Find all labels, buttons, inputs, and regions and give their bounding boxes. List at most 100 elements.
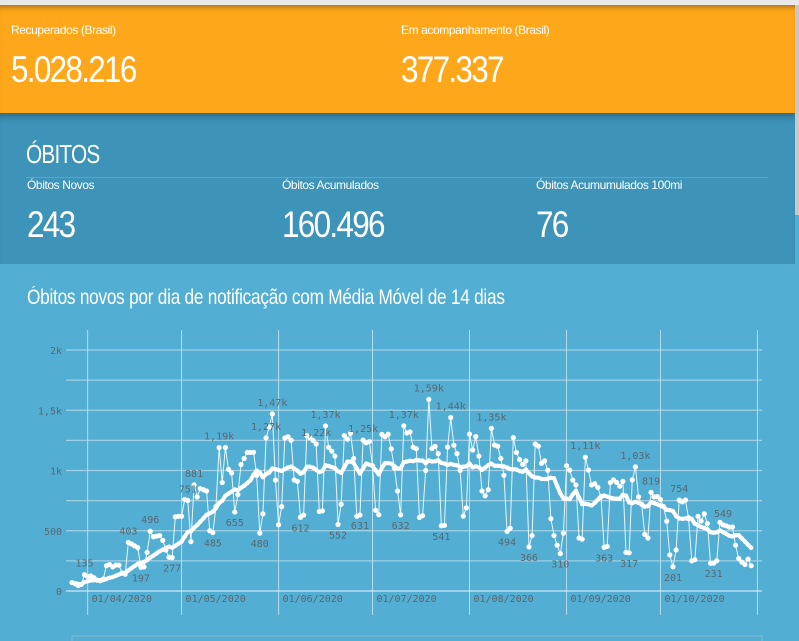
recovered-panel: Recuperados (Brasil) 5.028.216 Em acompa… xyxy=(0,5,795,113)
moving-average-point xyxy=(436,458,441,463)
y-tick-label: 500 xyxy=(44,527,62,538)
daily-point xyxy=(563,463,570,469)
daily-point xyxy=(664,518,670,524)
moving-average-point xyxy=(733,533,738,538)
daily-point xyxy=(501,472,507,478)
moving-average-point xyxy=(705,526,710,532)
daily-point xyxy=(250,449,257,455)
daily-point xyxy=(682,497,689,503)
daily-point xyxy=(445,444,451,450)
moving-average-point xyxy=(567,497,572,502)
moving-average-point xyxy=(148,555,153,560)
daily-point xyxy=(310,437,316,443)
moving-average-point xyxy=(220,498,225,503)
daily-point xyxy=(701,511,707,517)
daily-point xyxy=(526,544,532,550)
moving-average-point xyxy=(476,464,482,470)
y-tick-label: 0 xyxy=(56,587,62,598)
moving-average-point xyxy=(245,480,250,486)
data-label: 1,25k xyxy=(348,424,378,435)
moving-average-point xyxy=(395,466,400,471)
data-label: 541 xyxy=(432,532,450,543)
x-tick-label: 01/04/2020 xyxy=(92,594,152,605)
daily-point xyxy=(238,461,244,468)
moving-average-point xyxy=(198,519,203,524)
moving-average-point xyxy=(464,464,469,469)
daily-point xyxy=(366,438,372,445)
x-tick-label: 01/06/2020 xyxy=(283,594,343,605)
moving-average-point xyxy=(539,476,544,482)
moving-average-point xyxy=(526,471,532,476)
daily-point xyxy=(191,482,197,488)
data-label: 1,37k xyxy=(310,410,340,421)
daily-point xyxy=(407,429,413,435)
daily-point xyxy=(604,543,610,550)
moving-average-point xyxy=(144,557,150,563)
moving-average-point xyxy=(260,475,266,480)
daily-point xyxy=(419,513,426,519)
daily-point xyxy=(573,482,579,488)
moving-average-point xyxy=(357,471,363,476)
daily-point xyxy=(241,455,247,462)
daily-point xyxy=(357,512,363,518)
x-tick-label: 01/08/2020 xyxy=(474,594,534,605)
data-label: 494 xyxy=(498,537,516,548)
moving-average-point xyxy=(570,492,575,497)
moving-average-point xyxy=(745,542,751,547)
daily-point xyxy=(288,437,294,443)
daily-point xyxy=(704,520,710,527)
daily-point xyxy=(144,549,150,556)
moving-average-point xyxy=(182,534,187,539)
moving-average-point xyxy=(739,536,745,541)
scrollbar[interactable] xyxy=(795,5,799,215)
daily-point xyxy=(473,434,479,440)
moving-average-point xyxy=(645,503,651,509)
daily-point xyxy=(272,477,279,483)
kpi-value: 243 xyxy=(27,204,76,245)
daily-point xyxy=(326,444,332,450)
moving-average-point xyxy=(614,496,619,501)
daily-point xyxy=(116,562,122,568)
kpi-recovered: Recuperados (Brasil) 5.028.216 xyxy=(11,23,158,91)
daily-point xyxy=(423,467,429,474)
data-label: 277 xyxy=(163,564,181,575)
moving-average-point xyxy=(345,459,350,464)
daily-point xyxy=(141,564,147,570)
moving-average-point xyxy=(320,468,325,474)
moving-average-point xyxy=(392,464,397,469)
daily-point xyxy=(585,467,592,473)
moving-average-point xyxy=(304,464,309,469)
x-tick-label: 01/10/2020 xyxy=(664,594,724,605)
kpi-label: Óbitos Novos xyxy=(27,178,95,192)
kpi-new-deaths: Óbitos Novos 243 xyxy=(27,178,95,246)
moving-average-point xyxy=(354,466,360,471)
kpi-value: 377.337 xyxy=(401,49,504,90)
moving-average-point xyxy=(429,459,435,464)
daily-point xyxy=(742,561,748,568)
daily-point xyxy=(388,446,394,452)
divider xyxy=(26,177,768,178)
daily-point xyxy=(338,501,344,507)
section-title: ÓBITOS xyxy=(26,139,100,169)
daily-point xyxy=(698,518,704,524)
daily-point xyxy=(275,522,282,528)
moving-average-point xyxy=(389,461,394,466)
daily-point xyxy=(485,487,491,493)
moving-average-point xyxy=(97,578,103,583)
data-label: 1,47k xyxy=(257,398,287,409)
data-label: 631 xyxy=(351,521,369,532)
moving-average-point xyxy=(238,485,244,491)
moving-average-point xyxy=(623,493,629,498)
daily-point xyxy=(351,455,357,462)
moving-average-point xyxy=(742,539,748,544)
daily-point xyxy=(736,555,742,562)
daily-point xyxy=(595,484,601,490)
daily-point xyxy=(178,513,185,519)
data-label: 549 xyxy=(714,509,732,520)
daily-point xyxy=(516,457,523,463)
data-label: 1,37k xyxy=(389,410,419,421)
data-label: 552 xyxy=(329,530,347,541)
data-label: 403 xyxy=(119,526,137,537)
daily-point xyxy=(567,467,573,473)
data-label: 366 xyxy=(520,553,538,564)
